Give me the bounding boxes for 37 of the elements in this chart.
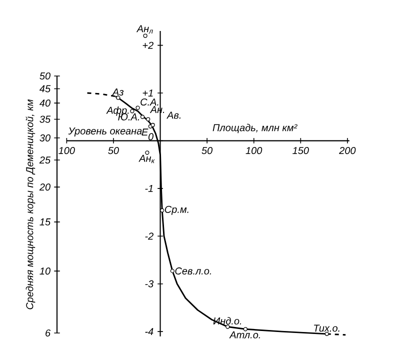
y2-axis-title: Средняя мощность коры по Деменицкой, км xyxy=(26,99,36,310)
x-tick-label: 100 xyxy=(246,146,262,154)
annotation: Атл.о. xyxy=(229,331,260,338)
y2-tick-label: 50 xyxy=(40,72,50,80)
annotation: Аз xyxy=(112,88,124,96)
annotation: Ав. xyxy=(166,112,180,119)
y2-tick-label: 20 xyxy=(39,184,50,191)
y2-tick-label: 40 xyxy=(40,100,50,107)
y-tick-label: -2 xyxy=(145,232,154,240)
y-tick-label: -3 xyxy=(145,280,154,288)
annotation: Е xyxy=(142,128,148,136)
annotation: С.А. xyxy=(140,98,158,106)
y2-tick-label: 45 xyxy=(40,85,51,92)
ref-line-label: Уровень океана xyxy=(68,128,142,136)
x-tick-label: 100 xyxy=(58,146,75,154)
y-tick-label: 0 xyxy=(148,133,154,140)
y2-tick-label: 15 xyxy=(40,218,51,226)
x-tick-label: 150 xyxy=(292,146,309,154)
annotation: Ан$_{к}$ xyxy=(138,154,155,164)
annotation: Сев.л.о. xyxy=(175,267,212,275)
y2-tick-label: 10 xyxy=(40,268,50,275)
y2-tick-label: 25 xyxy=(39,156,51,164)
x-axis-title: Площадь, млн км² xyxy=(212,124,298,134)
annotation: Инд.о. xyxy=(213,317,242,325)
x-tick-label: 50 xyxy=(202,146,213,154)
x-tick-label: 50 xyxy=(108,146,119,154)
annotation: Ан$_{л}$ xyxy=(136,25,153,34)
y-tick-label: +2 xyxy=(142,42,154,49)
y2-tick-label: 6 xyxy=(46,329,51,337)
y2-tick-label: 30 xyxy=(40,134,50,142)
y-tick-label: +1 xyxy=(142,90,153,96)
annotation: Тих.о. xyxy=(314,324,340,332)
y-tick-label: -4 xyxy=(145,328,154,335)
y-tick-label: -1 xyxy=(145,184,153,192)
y2-tick-label: 35 xyxy=(40,116,51,123)
x-tick-label: 200 xyxy=(339,146,356,154)
annotation: Ср.м. xyxy=(164,206,188,215)
